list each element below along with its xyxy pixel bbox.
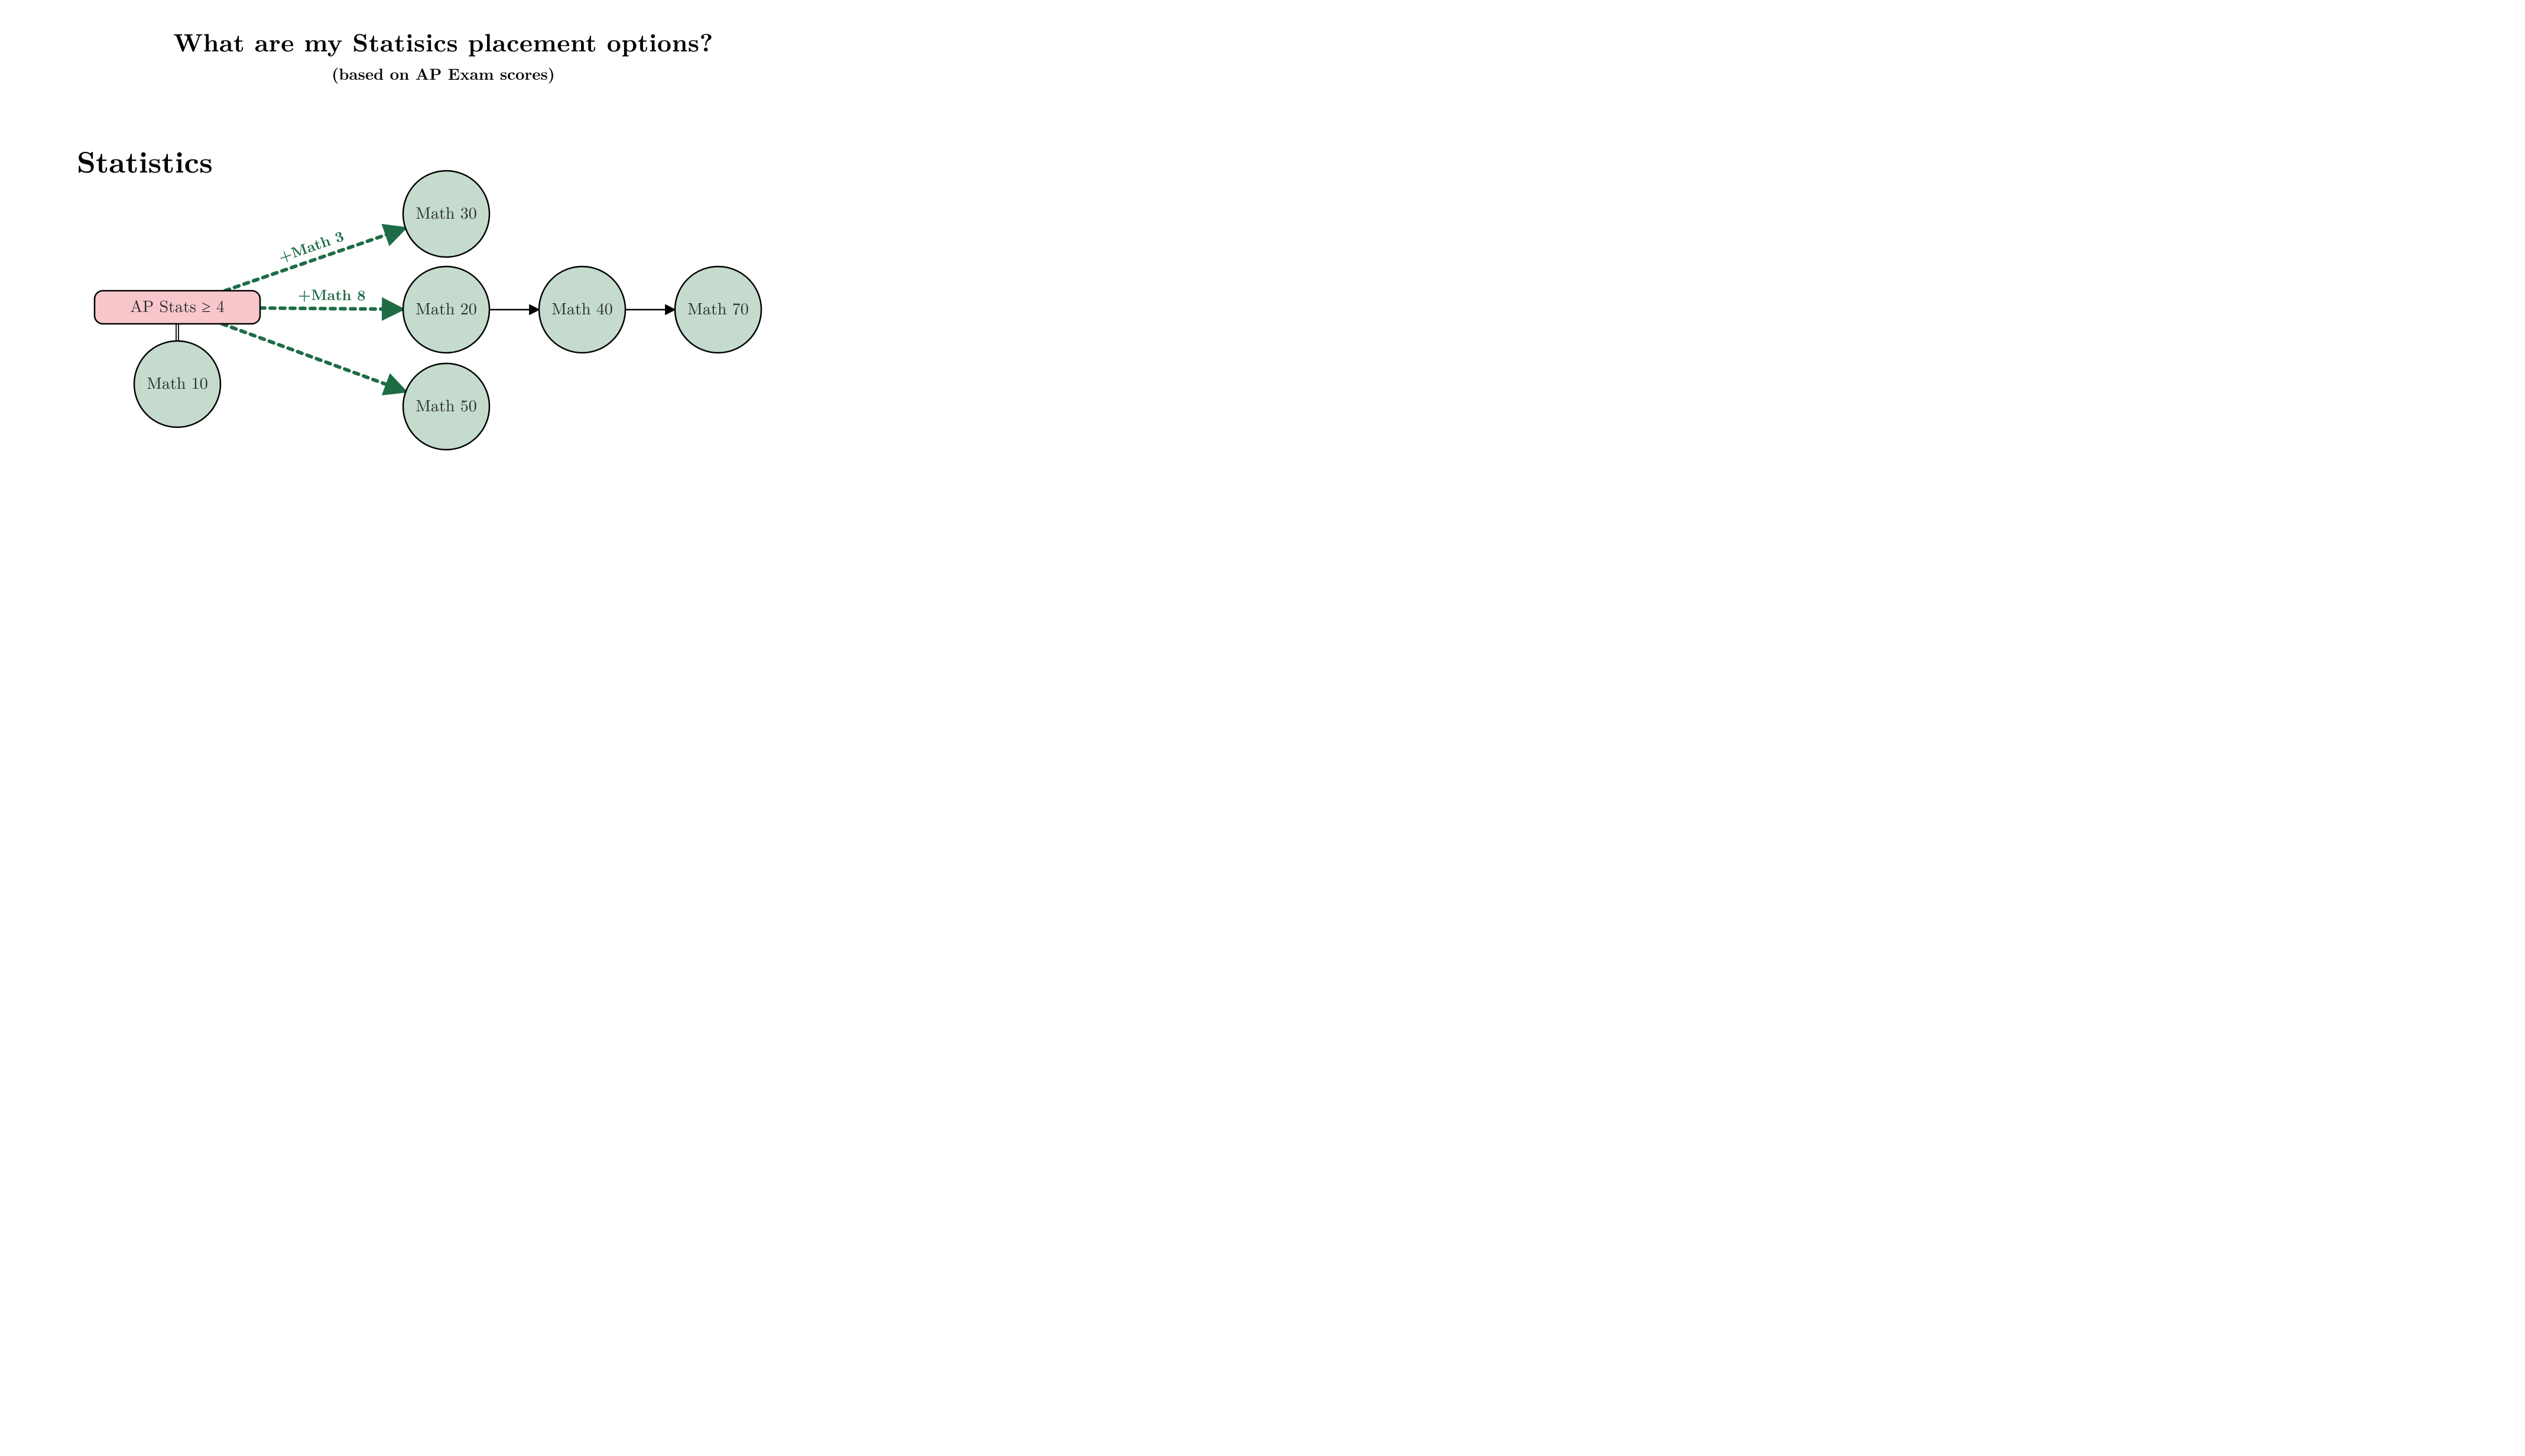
flowchart: AP Stats ≥ 4 Math 10 Math 30 Math 20 Math 50…	[0, 0, 887, 511]
node-label-math20: Math 20	[416, 296, 476, 320]
edge-label-e_ap_m20: +Math 8	[298, 284, 366, 305]
page: What are my Statisics placement options?…	[0, 0, 887, 511]
start-node-label: AP Stats ≥ 4	[130, 294, 225, 317]
node-label-math30: Math 30	[416, 200, 476, 224]
edge-e_ap_m20	[260, 308, 403, 309]
node-label-math70: Math 70	[687, 296, 748, 320]
node-label-math40: Math 40	[551, 296, 612, 320]
label-layer: +Math 3+Math 8	[275, 225, 366, 305]
edge-e_ap_m50	[222, 324, 406, 392]
node-label-math50: Math 50	[416, 393, 476, 417]
node-label-math10: Math 10	[147, 370, 207, 394]
